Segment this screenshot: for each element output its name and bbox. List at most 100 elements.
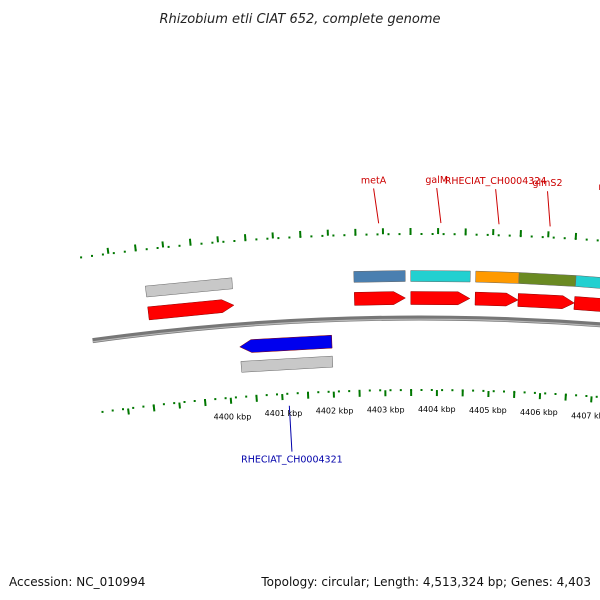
minor-tick bbox=[563, 237, 566, 240]
gene-prev-1[interactable] bbox=[145, 277, 235, 321]
gene-label[interactable]: metA bbox=[361, 175, 387, 186]
gene-arrow[interactable] bbox=[410, 291, 471, 306]
gene-label[interactable]: RHECIAT_CH0004321 bbox=[241, 455, 343, 466]
minor-tick bbox=[513, 390, 516, 393]
minor-tick bbox=[544, 392, 547, 395]
major-tick bbox=[134, 244, 137, 251]
genome-summary-text: Topology: circular; Length: 4,513,324 bp… bbox=[260, 575, 591, 589]
gene-arrow[interactable] bbox=[147, 299, 235, 321]
minor-tick bbox=[399, 389, 402, 392]
label-leader bbox=[373, 188, 380, 224]
minor-tick bbox=[585, 238, 588, 241]
minor-tick bbox=[451, 389, 454, 392]
minor-tick bbox=[387, 233, 390, 236]
minor-tick bbox=[348, 390, 351, 393]
gene-arrow[interactable] bbox=[239, 334, 333, 353]
gene-label[interactable]: RHECIAT_CH0004324 bbox=[445, 176, 547, 187]
major-tick bbox=[188, 238, 192, 245]
major-tick bbox=[204, 399, 207, 407]
minor-tick bbox=[554, 393, 557, 395]
minor-tick bbox=[475, 233, 478, 236]
minor-tick bbox=[178, 244, 181, 247]
minor-tick bbox=[266, 237, 269, 240]
inner-tick-ring bbox=[101, 389, 598, 415]
minor-tick bbox=[80, 256, 83, 259]
minor-tick bbox=[122, 408, 124, 411]
minor-tick bbox=[101, 410, 104, 413]
gene-nagA[interactable] bbox=[573, 275, 600, 314]
minor-tick bbox=[91, 254, 93, 257]
minor-tick bbox=[533, 391, 536, 394]
minor-tick bbox=[162, 403, 165, 406]
accession-text: Accession: NC_010994 bbox=[9, 575, 145, 589]
minor-tick bbox=[486, 233, 489, 236]
minor-tick bbox=[112, 252, 115, 255]
minor-tick bbox=[420, 233, 423, 235]
minor-tick bbox=[173, 402, 176, 405]
minor-tick bbox=[142, 405, 145, 408]
minor-tick bbox=[123, 250, 126, 253]
major-tick bbox=[127, 408, 130, 415]
backbone-line bbox=[92, 315, 600, 344]
gene-glmS2[interactable] bbox=[517, 272, 577, 309]
gene-arrow[interactable] bbox=[354, 291, 406, 306]
minor-tick bbox=[288, 236, 291, 239]
outer-tick-ring bbox=[80, 228, 599, 259]
gene-RHECIAT_CH0004321[interactable] bbox=[239, 334, 334, 373]
map-title: Rhizobium etli CIAT 652, complete genome bbox=[160, 12, 441, 27]
minor-tick bbox=[503, 390, 505, 393]
genome-backbone bbox=[92, 315, 600, 344]
minor-tick bbox=[508, 234, 511, 237]
minor-tick bbox=[530, 235, 533, 238]
minor-tick bbox=[410, 389, 413, 391]
minor-tick bbox=[277, 237, 280, 240]
cog-band bbox=[240, 355, 334, 373]
minor-tick bbox=[365, 233, 368, 236]
minor-tick bbox=[332, 234, 335, 237]
minor-tick bbox=[204, 399, 206, 401]
minor-tick bbox=[327, 390, 330, 393]
cog-band bbox=[410, 270, 471, 283]
minor-tick bbox=[307, 391, 309, 394]
minor-tick bbox=[255, 394, 258, 397]
minor-tick bbox=[595, 395, 598, 398]
minor-tick bbox=[211, 241, 214, 244]
minor-tick bbox=[564, 393, 567, 396]
gene-label[interactable]: galM bbox=[425, 175, 448, 186]
minor-tick bbox=[398, 233, 401, 236]
minor-tick bbox=[492, 390, 495, 393]
gene-label[interactable]: glmS2 bbox=[533, 178, 563, 189]
scale-label: 4405 kbp bbox=[469, 406, 507, 415]
minor-tick bbox=[244, 239, 247, 242]
label-leader bbox=[495, 189, 500, 225]
cog-band bbox=[575, 275, 600, 289]
gene-labels: RHECIAT_CH0004321 metA galMRHECIAT_CH00043… bbox=[241, 175, 600, 466]
gene-arrow[interactable] bbox=[474, 291, 519, 307]
minor-tick bbox=[575, 394, 578, 397]
gene-track bbox=[145, 270, 600, 373]
minor-tick bbox=[420, 389, 423, 391]
minor-tick bbox=[200, 242, 203, 245]
minor-tick bbox=[296, 392, 299, 395]
minor-tick bbox=[286, 392, 289, 395]
minor-tick bbox=[167, 245, 170, 248]
minor-tick bbox=[111, 409, 114, 412]
minor-tick bbox=[156, 247, 159, 249]
cog-band bbox=[475, 270, 520, 284]
gene-galM[interactable] bbox=[410, 270, 471, 306]
minor-tick bbox=[265, 394, 268, 397]
scale-label: 4406 kbp bbox=[520, 408, 558, 417]
gene-arrow[interactable] bbox=[517, 293, 575, 309]
scale-label: 4400 kbp bbox=[214, 413, 252, 422]
major-tick bbox=[178, 402, 181, 409]
minor-tick bbox=[431, 233, 434, 235]
minor-tick bbox=[343, 234, 346, 237]
minor-tick bbox=[482, 389, 485, 392]
gene-RHECIAT_CH0004324[interactable] bbox=[474, 270, 520, 307]
gene-arrow[interactable] bbox=[573, 296, 600, 314]
gene-metA[interactable] bbox=[353, 270, 406, 306]
minor-tick bbox=[245, 395, 248, 398]
gene-label[interactable]: nagA bbox=[598, 182, 600, 193]
scale-label: 4402 kbp bbox=[316, 407, 354, 416]
minor-tick bbox=[376, 233, 379, 236]
